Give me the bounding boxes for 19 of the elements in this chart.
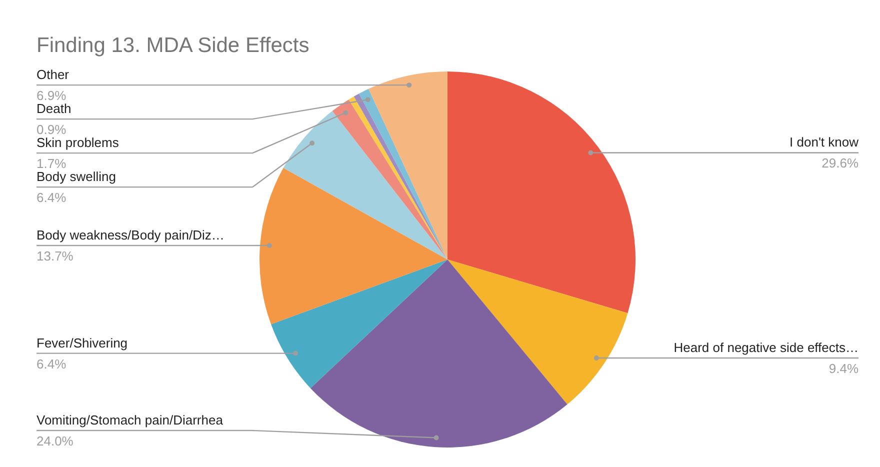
- data-label: 6.9%: [36, 88, 67, 104]
- slice-label: Body swelling: [36, 169, 116, 184]
- slice-label: Other: [36, 67, 70, 82]
- data-label: 0.9%: [36, 122, 67, 138]
- data-label: 13.7%: [36, 248, 74, 264]
- slice-label: Heard of negative side effects…: [674, 340, 859, 356]
- data-label: 9.4%: [828, 361, 859, 376]
- data-label: 6.4%: [36, 356, 67, 372]
- data-label: 29.6%: [822, 156, 859, 171]
- slice-label: I don't know: [790, 134, 860, 150]
- slice-label: Body weakness/Body pain/Diz…: [36, 227, 224, 242]
- data-label: 24.0%: [36, 434, 74, 448]
- data-label: 1.7%: [36, 156, 67, 172]
- data-label: 6.4%: [36, 190, 67, 206]
- slice-label: Fever/Shivering: [36, 335, 128, 350]
- slice-label: Vomiting/Stomach pain/Diarrhea: [36, 412, 224, 428]
- slice-label: Death: [36, 101, 72, 116]
- chart-title: Finding 13. MDA Side Effects: [36, 34, 310, 57]
- slice-label: Skin problems: [36, 135, 120, 150]
